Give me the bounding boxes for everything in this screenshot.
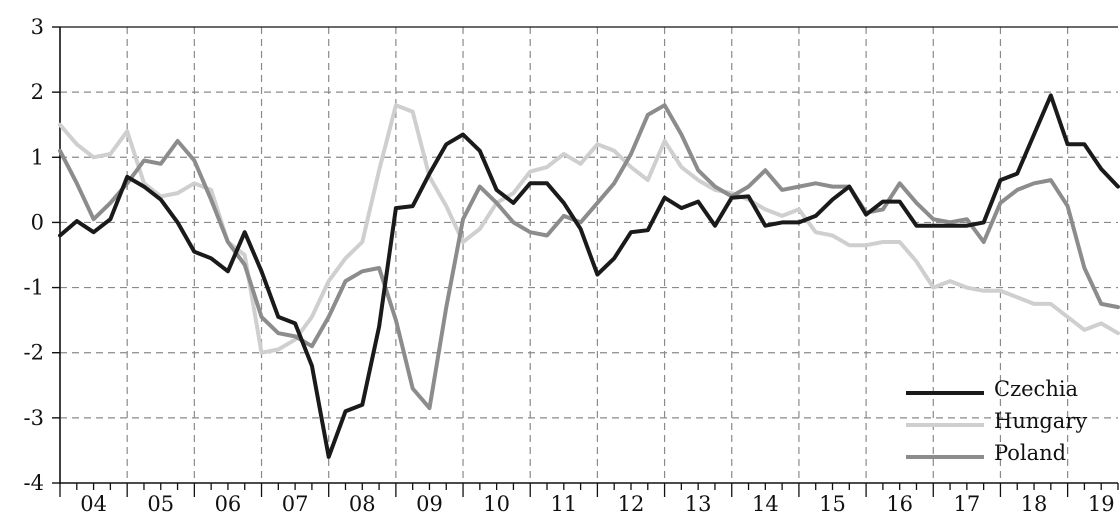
y-tick-label: -1: [24, 276, 44, 300]
y-tick-label: 0: [31, 210, 44, 234]
y-tick-label: 2: [31, 80, 44, 104]
y-tick-label: -2: [24, 341, 44, 365]
legend-label-czechia: Czechia: [994, 377, 1078, 401]
x-tick-label: 07: [282, 492, 309, 516]
series-line-hungary: [58, 103, 1120, 355]
y-tick-label: 3: [31, 15, 44, 39]
x-tick-label: 04: [80, 492, 107, 516]
x-tick-label: 10: [483, 492, 510, 516]
x-tick-label: 16: [886, 492, 913, 516]
plot-frame: [59, 26, 1118, 484]
y-axis: 3 2 1 0 -1 -2 -3 -4: [24, 15, 60, 495]
x-tick-label: 15: [819, 492, 846, 516]
grid-lines: [60, 27, 1118, 483]
legend: Czechia Hungary Poland: [906, 377, 1087, 465]
x-tick-label: 17: [953, 492, 980, 516]
y-tick-label: -4: [24, 471, 44, 495]
x-tick-label: 06: [215, 492, 242, 516]
x-tick-label: 19: [1088, 492, 1115, 516]
x-tick-label: 09: [416, 492, 443, 516]
legend-label-hungary: Hungary: [994, 409, 1087, 433]
x-tick-label: 13: [685, 492, 712, 516]
x-tick-label: 18: [1021, 492, 1048, 516]
y-tick-label: -3: [24, 406, 44, 430]
x-tick-label: 14: [752, 492, 779, 516]
legend-label-poland: Poland: [994, 441, 1066, 465]
series-line-czechia: [58, 93, 1120, 459]
y-tick-label: 1: [31, 145, 44, 169]
x-tick-label: 05: [147, 492, 174, 516]
x-tick-label: 11: [550, 492, 577, 516]
series-lines: [58, 93, 1120, 459]
x-axis: 04 05 06 07 08 09 10 11 12 13 14 15 16 17 18 19: [59, 483, 1119, 516]
x-tick-label: 08: [349, 492, 376, 516]
x-tick-label: 12: [618, 492, 645, 516]
